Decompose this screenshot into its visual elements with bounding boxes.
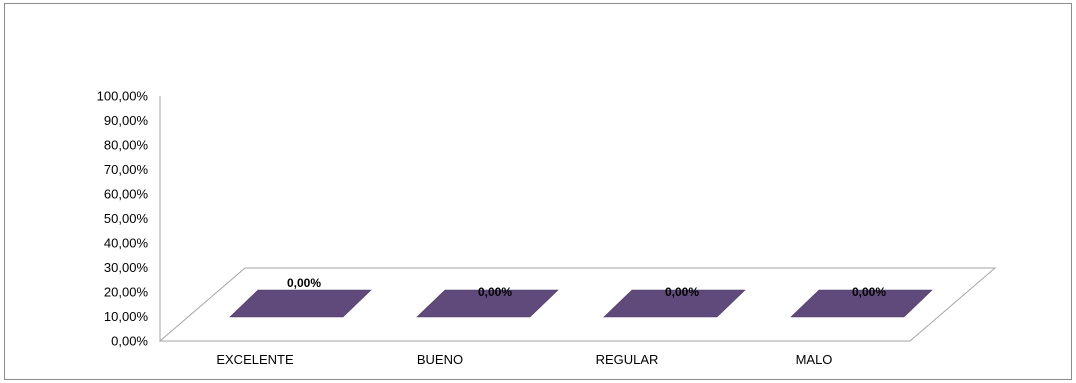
y-tick-label: 20,00% [104, 285, 149, 300]
bar-regular [603, 289, 746, 318]
y-tick-label: 60,00% [104, 187, 149, 202]
y-tick-label: 30,00% [104, 260, 149, 275]
bar-excelente [229, 289, 372, 318]
data-label: 0,00% [478, 285, 512, 299]
bar-malo [790, 289, 933, 318]
data-label: 0,00% [287, 276, 321, 290]
y-tick-label: 0,00% [111, 334, 148, 349]
x-tick-label: BUENO [417, 352, 463, 367]
y-tick-label: 100,00% [97, 89, 149, 104]
y-tick-label: 70,00% [104, 162, 149, 177]
chart-floor [158, 267, 997, 342]
bar-bueno [416, 289, 559, 318]
x-tick-label: EXCELENTE [216, 352, 294, 367]
chart-bars [229, 289, 933, 318]
y-tick-label: 40,00% [104, 236, 149, 251]
y-axis-ticks: 0,00% 10,00% 20,00% 30,00% 40,00% 50,00% 60,00… [97, 89, 149, 349]
x-tick-label: MALO [796, 352, 833, 367]
y-tick-label: 10,00% [104, 309, 149, 324]
y-tick-label: 90,00% [104, 113, 149, 128]
y-tick-label: 80,00% [104, 138, 149, 153]
chart-axes [158, 96, 997, 342]
y-tick-label: 50,00% [104, 211, 149, 226]
data-label: 0,00% [665, 285, 699, 299]
data-label: 0,00% [852, 285, 886, 299]
data-labels: 0,00% 0,00% 0,00% 0,00% [287, 276, 886, 299]
x-tick-label: REGULAR [596, 352, 659, 367]
x-axis-labels: EXCELENTE BUENO REGULAR MALO [216, 352, 832, 367]
